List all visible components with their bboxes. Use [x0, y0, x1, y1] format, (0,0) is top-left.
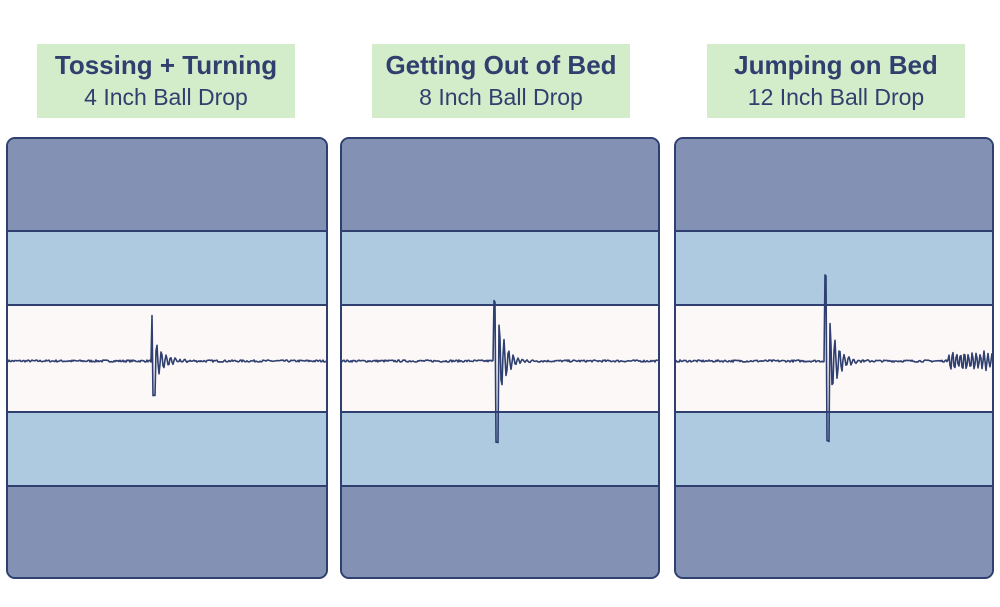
upper-comfort-layer — [342, 230, 658, 304]
top-layer — [8, 139, 326, 230]
motion-trace-3 — [676, 274, 992, 443]
lower-comfort-layer — [8, 413, 326, 487]
bottom-layer — [342, 487, 658, 577]
top-layer — [676, 139, 992, 230]
label-getting-out-of-bed: Getting Out of Bed 8 Inch Ball Drop — [372, 44, 630, 118]
upper-comfort-layer — [8, 230, 326, 304]
label-title: Getting Out of Bed — [385, 50, 617, 80]
label-title: Jumping on Bed — [734, 50, 938, 80]
lower-comfort-layer — [676, 413, 992, 487]
motion-trace-line — [676, 274, 992, 443]
motion-trace-line — [8, 314, 326, 397]
label-subtitle: 8 Inch Ball Drop — [419, 84, 583, 110]
upper-comfort-layer — [676, 230, 992, 304]
lower-comfort-layer — [342, 413, 658, 487]
motion-trace-2 — [342, 299, 658, 444]
motion-trace-line — [342, 299, 658, 444]
top-layer — [342, 139, 658, 230]
motion-trace-1 — [8, 314, 326, 397]
mattress-panel-2 — [340, 137, 660, 579]
label-subtitle: 12 Inch Ball Drop — [747, 84, 925, 110]
mattress-panel-1 — [6, 137, 328, 579]
label-tossing-turning: Tossing + Turning 4 Inch Ball Drop — [37, 44, 295, 118]
label-jumping-on-bed: Jumping on Bed 12 Inch Ball Drop — [707, 44, 965, 118]
mattress-panel-3 — [674, 137, 994, 579]
bottom-layer — [8, 487, 326, 577]
label-subtitle: 4 Inch Ball Drop — [84, 84, 248, 110]
label-title: Tossing + Turning — [54, 50, 278, 80]
bottom-layer — [676, 487, 992, 577]
